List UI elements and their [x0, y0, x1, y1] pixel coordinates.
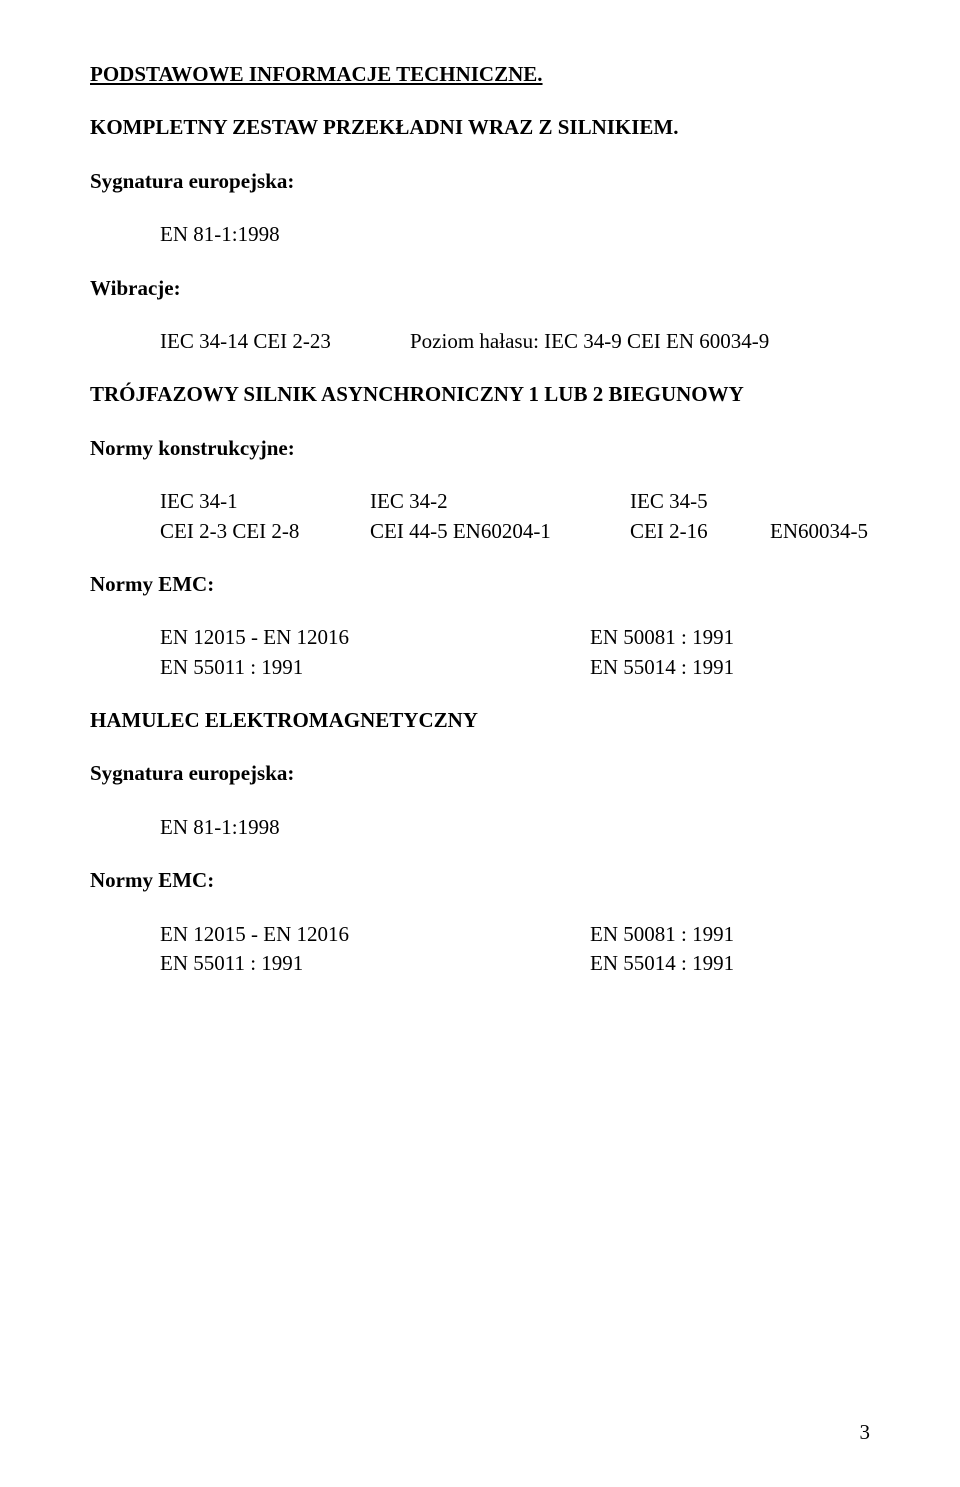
- construction-row-2: CEI 2-3 CEI 2-8 CEI 44-5 EN60204-1 CEI 2…: [160, 517, 870, 546]
- construction-cell: CEI 2-16: [630, 517, 770, 546]
- emc-block-2: EN 12015 - EN 12016 EN 50081 : 1991 EN 5…: [90, 920, 870, 979]
- emc-label-2: Normy EMC:: [90, 866, 870, 895]
- page: PODSTAWOWE INFORMACJE TECHNICZNE. KOMPLE…: [0, 0, 960, 1487]
- emc-row: EN 55011 : 1991 EN 55014 : 1991: [160, 653, 870, 682]
- construction-cell: IEC 34-1: [160, 487, 370, 516]
- emc-right: EN 50081 : 1991: [590, 623, 870, 652]
- subtitle: KOMPLETNY ZESTAW PRZEKŁADNI WRAZ Z SILNI…: [90, 113, 870, 142]
- emc-block-1: EN 12015 - EN 12016 EN 50081 : 1991 EN 5…: [90, 623, 870, 682]
- emc-left: EN 12015 - EN 12016: [160, 920, 590, 949]
- emc-right: EN 55014 : 1991: [590, 653, 870, 682]
- construction-label: Normy konstrukcyjne:: [90, 434, 870, 463]
- brake-heading: HAMULEC ELEKTROMAGNETYCZNY: [90, 706, 870, 735]
- construction-cell: IEC 34-5: [630, 487, 770, 516]
- emc-left: EN 55011 : 1991: [160, 653, 590, 682]
- emc-left: EN 55011 : 1991: [160, 949, 590, 978]
- motor-heading: TRÓJFAZOWY SILNIK ASYNCHRONICZNY 1 LUB 2…: [90, 380, 870, 409]
- construction-cell: CEI 2-3 CEI 2-8: [160, 517, 370, 546]
- signature-label: Sygnatura europejska:: [90, 167, 870, 196]
- emc-label: Normy EMC:: [90, 570, 870, 599]
- vibrations-right: Poziom hałasu: IEC 34-9 CEI EN 60034-9: [410, 327, 769, 356]
- construction-table: IEC 34-1 IEC 34-2 IEC 34-5 CEI 2-3 CEI 2…: [90, 487, 870, 546]
- construction-cell: IEC 34-2: [370, 487, 630, 516]
- vibrations-label: Wibracje:: [90, 274, 870, 303]
- vibrations-row: IEC 34-14 CEI 2-23 Poziom hałasu: IEC 34…: [90, 327, 870, 356]
- signature-value: EN 81-1:1998: [90, 220, 870, 249]
- emc-left: EN 12015 - EN 12016: [160, 623, 590, 652]
- signature-value-2: EN 81-1:1998: [90, 813, 870, 842]
- construction-cell: [770, 487, 870, 516]
- construction-cell: EN60034-5: [770, 517, 870, 546]
- emc-row: EN 12015 - EN 12016 EN 50081 : 1991: [160, 920, 870, 949]
- emc-row: EN 55011 : 1991 EN 55014 : 1991: [160, 949, 870, 978]
- emc-right: EN 55014 : 1991: [590, 949, 870, 978]
- construction-cell: CEI 44-5 EN60204-1: [370, 517, 630, 546]
- construction-row-1: IEC 34-1 IEC 34-2 IEC 34-5: [160, 487, 870, 516]
- emc-row: EN 12015 - EN 12016 EN 50081 : 1991: [160, 623, 870, 652]
- page-title: PODSTAWOWE INFORMACJE TECHNICZNE.: [90, 60, 870, 89]
- signature-label-2: Sygnatura europejska:: [90, 759, 870, 788]
- page-number: 3: [860, 1418, 871, 1447]
- vibrations-left: IEC 34-14 CEI 2-23: [160, 327, 410, 356]
- emc-right: EN 50081 : 1991: [590, 920, 870, 949]
